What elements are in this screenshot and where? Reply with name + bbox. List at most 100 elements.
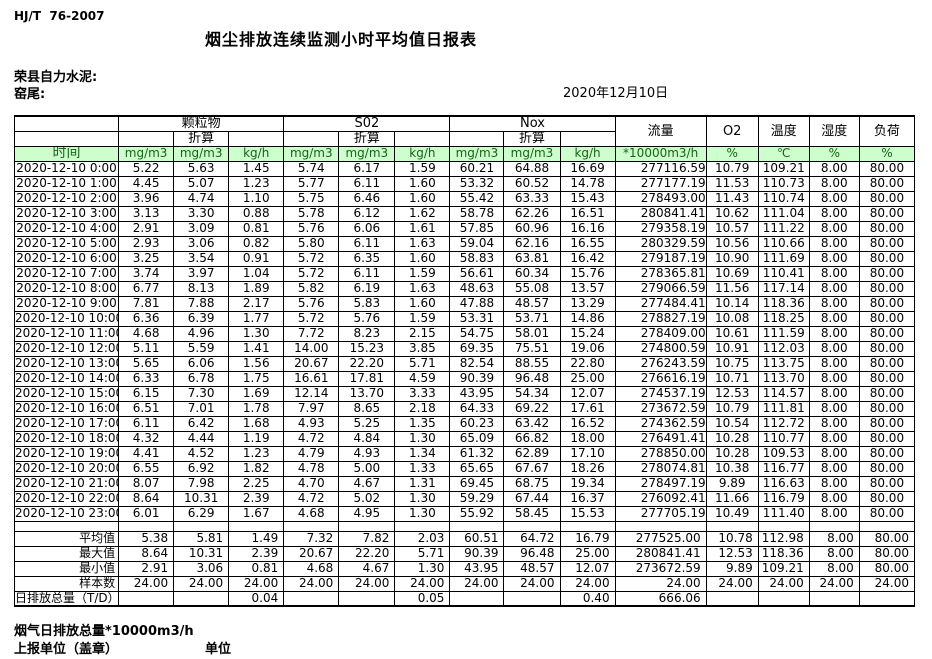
col-group-particulate: 颗粒物 <box>118 115 285 132</box>
cell: 10.28 <box>705 445 759 462</box>
cell: 平均值 <box>13 530 120 547</box>
unit-flow: *10000m3/h <box>614 145 707 162</box>
col-temperature: 温度 <box>757 115 810 147</box>
cell: 2.03 <box>394 530 451 547</box>
cell <box>283 590 340 607</box>
cell: 24.00 <box>808 575 860 592</box>
cell: 2020-12-10 22:00 <box>13 490 120 507</box>
cell: 58.83 <box>449 250 505 267</box>
cell: 5.11 <box>118 340 175 357</box>
cell: 5.76 <box>338 310 396 327</box>
cell: 96.48 <box>503 370 561 387</box>
cell: 8.00 <box>808 370 860 387</box>
cell <box>808 520 860 532</box>
cell: 111.04 <box>757 205 810 222</box>
cell: 4.79 <box>283 445 340 462</box>
cell: 11.66 <box>705 490 759 507</box>
cell: 4.68 <box>283 505 340 522</box>
table-row: 2020-12-10 22:00 8.64 10.31 2.39 4.72 5.02 1.3… <box>13 490 916 507</box>
cell: 10.62 <box>705 205 759 222</box>
cell: 55.92 <box>449 505 505 522</box>
cell: 80.00 <box>858 490 916 507</box>
cell: 2.17 <box>228 295 285 312</box>
cell: 277177.19 <box>614 175 707 192</box>
cell: 4.95 <box>338 505 396 522</box>
cell: 80.00 <box>858 445 916 462</box>
cell: 80.00 <box>858 400 916 417</box>
spacer-row <box>13 520 916 532</box>
cell: 2020-12-10 3:00 <box>13 205 120 222</box>
cell: 24.00 <box>173 575 230 592</box>
col-nox-converted: 折算 <box>503 130 561 147</box>
cell: 117.14 <box>757 280 810 297</box>
cell: 64.33 <box>449 400 505 417</box>
cell: 278497.19 <box>614 475 707 492</box>
cell: 10.61 <box>705 325 759 342</box>
cell: 4.44 <box>173 430 230 447</box>
cell: 16.16 <box>559 220 616 237</box>
unit-humidity: % <box>808 145 860 162</box>
cell: 6.39 <box>173 310 230 327</box>
cell: 1.75 <box>228 370 285 387</box>
daily-total-row: 日排放总量（T/D） 0.04 0.05 0.40 666.06 <box>13 590 916 607</box>
cell: 43.95 <box>449 385 505 402</box>
cell: 43.95 <box>449 560 505 577</box>
cell: 8.00 <box>808 250 860 267</box>
cell: 25.00 <box>559 370 616 387</box>
cell: 3.33 <box>394 385 451 402</box>
cell: 7.81 <box>118 295 175 312</box>
cell: 8.64 <box>118 545 175 562</box>
cell: 67.44 <box>503 490 561 507</box>
cell: 10.71 <box>705 370 759 387</box>
cell: 6.46 <box>338 190 396 207</box>
cell: 277484.41 <box>614 295 707 312</box>
cell: 2020-12-10 6:00 <box>13 250 120 267</box>
cell <box>173 590 230 607</box>
cell: 24.00 <box>228 575 285 592</box>
cell: 278074.81 <box>614 460 707 477</box>
cell: 60.21 <box>449 160 505 177</box>
cell: 60.96 <box>503 220 561 237</box>
cell: 274800.59 <box>614 340 707 357</box>
cell: 116.63 <box>757 475 810 492</box>
table-row: 2020-12-10 5:00 2.93 3.06 0.82 5.80 6.11 1.63 5… <box>13 235 916 252</box>
col-flow: 流量 <box>614 115 707 147</box>
table-row: 2020-12-10 7:00 3.74 3.97 1.04 5.72 6.11 1.59 5… <box>13 265 916 282</box>
table-row: 2020-12-10 11:00 4.68 4.96 1.30 7.72 8.23 2.15… <box>13 325 916 342</box>
table-row: 2020-12-10 6:00 3.25 3.54 0.91 5.72 6.35 1.60 5… <box>13 250 916 267</box>
cell: 6.11 <box>118 415 175 432</box>
cell: 80.00 <box>858 235 916 252</box>
cell: 24.00 <box>614 575 707 592</box>
cell: 280329.59 <box>614 235 707 252</box>
cell: 14.78 <box>559 175 616 192</box>
cell: 24.00 <box>449 575 505 592</box>
cell: 2020-12-10 15:00 <box>13 385 120 402</box>
cell: 278409.00 <box>614 325 707 342</box>
cell: 276092.41 <box>614 490 707 507</box>
cell: 5.78 <box>283 205 340 222</box>
cell: 5.38 <box>118 530 175 547</box>
cell: 4.93 <box>283 415 340 432</box>
cell: 24.00 <box>858 575 916 592</box>
cell: 113.75 <box>757 355 810 372</box>
cell: 0.91 <box>228 250 285 267</box>
cell: 8.65 <box>338 400 396 417</box>
cell: 20.67 <box>283 355 340 372</box>
cell: 最小值 <box>13 560 120 577</box>
cell-blank <box>13 130 120 147</box>
table-row: 2020-12-10 0:00 5.22 5.63 1.45 5.74 6.17 1.59 6… <box>13 160 916 177</box>
cell: 1.67 <box>228 505 285 522</box>
cell: 8.00 <box>808 460 860 477</box>
cell: 15.76 <box>559 265 616 282</box>
cell: 11.56 <box>705 280 759 297</box>
cell: 5.72 <box>283 310 340 327</box>
cell: 80.00 <box>858 280 916 297</box>
summary-row: 平均值 5.38 5.81 1.49 7.32 7.82 2.03 60.51 64.72 16.… <box>13 530 916 547</box>
cell: 5.72 <box>283 265 340 282</box>
cell: 5.65 <box>118 355 175 372</box>
cell: 80.00 <box>858 355 916 372</box>
cell <box>757 590 810 607</box>
cell: 110.77 <box>757 430 810 447</box>
cell: 8.23 <box>338 325 396 342</box>
cell <box>503 520 561 532</box>
